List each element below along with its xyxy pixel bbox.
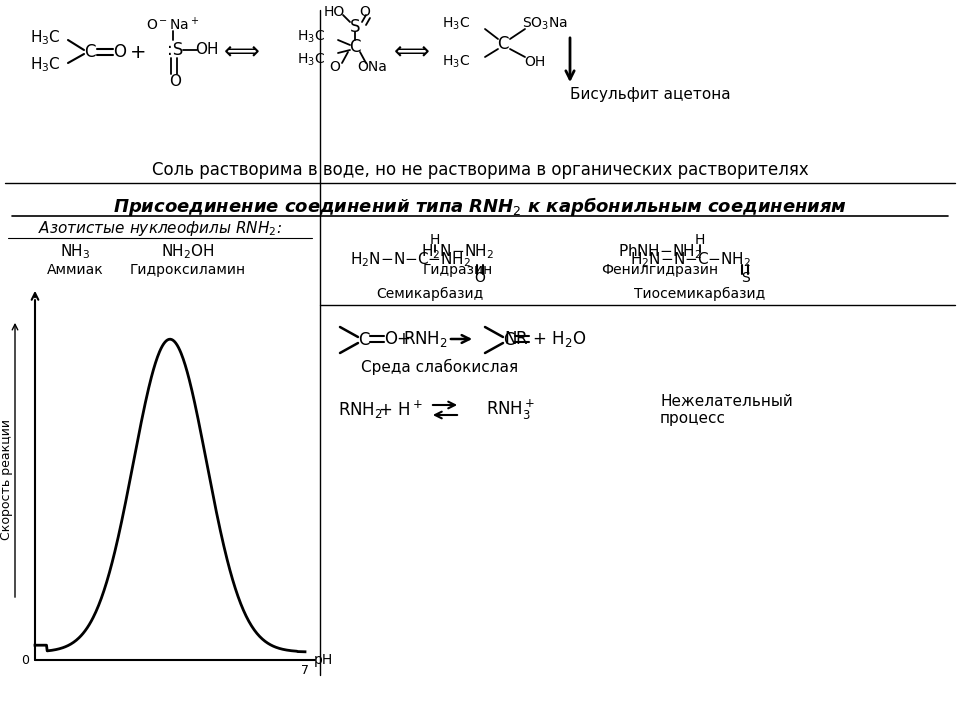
Text: H: H: [430, 233, 441, 247]
Text: C: C: [349, 38, 361, 56]
Text: O: O: [474, 271, 486, 285]
Text: +: +: [130, 42, 146, 61]
Text: + H$^+$: + H$^+$: [377, 400, 422, 420]
Text: H$_3$C: H$_3$C: [442, 16, 470, 32]
Text: OH: OH: [195, 42, 219, 58]
Text: Аммиак: Аммиак: [47, 263, 104, 277]
Text: Присоединение соединений типа RNH$_2$ к карбонильным соединениям: Присоединение соединений типа RNH$_2$ к …: [113, 194, 847, 217]
Text: O$^-$Na$^+$: O$^-$Na$^+$: [146, 17, 200, 34]
Text: HO: HO: [324, 5, 345, 19]
Text: Бисульфит ацетона: Бисульфит ацетона: [569, 88, 731, 102]
Text: H$_3$C: H$_3$C: [30, 55, 60, 74]
Text: рН: рН: [313, 653, 332, 667]
Text: O: O: [385, 330, 397, 348]
Text: NH$_3$: NH$_3$: [60, 243, 90, 261]
Text: $\Longleftrightarrow$: $\Longleftrightarrow$: [389, 38, 431, 62]
Text: $\Longleftrightarrow$: $\Longleftrightarrow$: [219, 38, 261, 62]
Text: 7: 7: [301, 664, 309, 677]
Text: OH: OH: [524, 55, 545, 69]
Text: Гидразин: Гидразин: [422, 263, 493, 277]
Text: PhNH$-$NH$_2$: PhNH$-$NH$_2$: [618, 243, 702, 261]
Text: H$_3$C: H$_3$C: [442, 54, 470, 71]
Text: SO$_3$Na: SO$_3$Na: [522, 16, 568, 32]
Text: NR + H$_2$O: NR + H$_2$O: [504, 329, 587, 349]
Text: H$_2$N$-$NH$_2$: H$_2$N$-$NH$_2$: [421, 243, 494, 261]
Text: :S: :S: [167, 41, 183, 59]
Text: 0: 0: [21, 654, 29, 667]
Text: RNH$_2$: RNH$_2$: [338, 400, 382, 420]
Text: Среда слабокислая: Среда слабокислая: [361, 359, 518, 375]
Text: S: S: [740, 271, 750, 285]
Text: O: O: [329, 60, 341, 74]
Text: O: O: [360, 5, 371, 19]
Text: Азотистые нуклеофилы RNH$_2$:: Азотистые нуклеофилы RNH$_2$:: [38, 220, 282, 238]
Text: C: C: [503, 331, 515, 349]
Text: RNH$_3^+$: RNH$_3^+$: [486, 398, 535, 422]
Text: Соль растворима в воде, но не растворима в органических растворителях: Соль растворима в воде, но не растворима…: [152, 161, 808, 179]
Text: H: H: [695, 233, 706, 247]
Text: H$_3$C: H$_3$C: [297, 52, 325, 68]
Text: NH$_2$OH: NH$_2$OH: [161, 243, 215, 261]
Text: O: O: [169, 74, 181, 89]
Text: H$_2$N$-$N$-$C$-$NH$_2$: H$_2$N$-$N$-$C$-$NH$_2$: [350, 251, 470, 269]
Text: Нежелательный
процесс: Нежелательный процесс: [660, 394, 793, 426]
Text: H$_3$C: H$_3$C: [297, 29, 325, 45]
Text: RNH$_2$: RNH$_2$: [403, 329, 447, 349]
Text: C: C: [497, 35, 509, 53]
Text: ONa: ONa: [357, 60, 387, 74]
Text: C: C: [84, 43, 96, 61]
Text: Тиосемикарбазид: Тиосемикарбазид: [635, 287, 766, 301]
Text: +: +: [396, 330, 410, 348]
Text: Скорость реакции: Скорость реакции: [1, 420, 13, 541]
Text: Фенилгидразин: Фенилгидразин: [601, 263, 719, 277]
Text: S: S: [349, 18, 360, 36]
Text: Гидроксиламин: Гидроксиламин: [130, 263, 246, 277]
Text: Семикарбазид: Семикарбазид: [376, 287, 484, 301]
Text: O: O: [113, 43, 127, 61]
Text: C: C: [358, 331, 370, 349]
Text: H$_2$N$-$N$-$C$-$NH$_2$: H$_2$N$-$N$-$C$-$NH$_2$: [630, 251, 751, 269]
Text: H$_3$C: H$_3$C: [30, 29, 60, 48]
